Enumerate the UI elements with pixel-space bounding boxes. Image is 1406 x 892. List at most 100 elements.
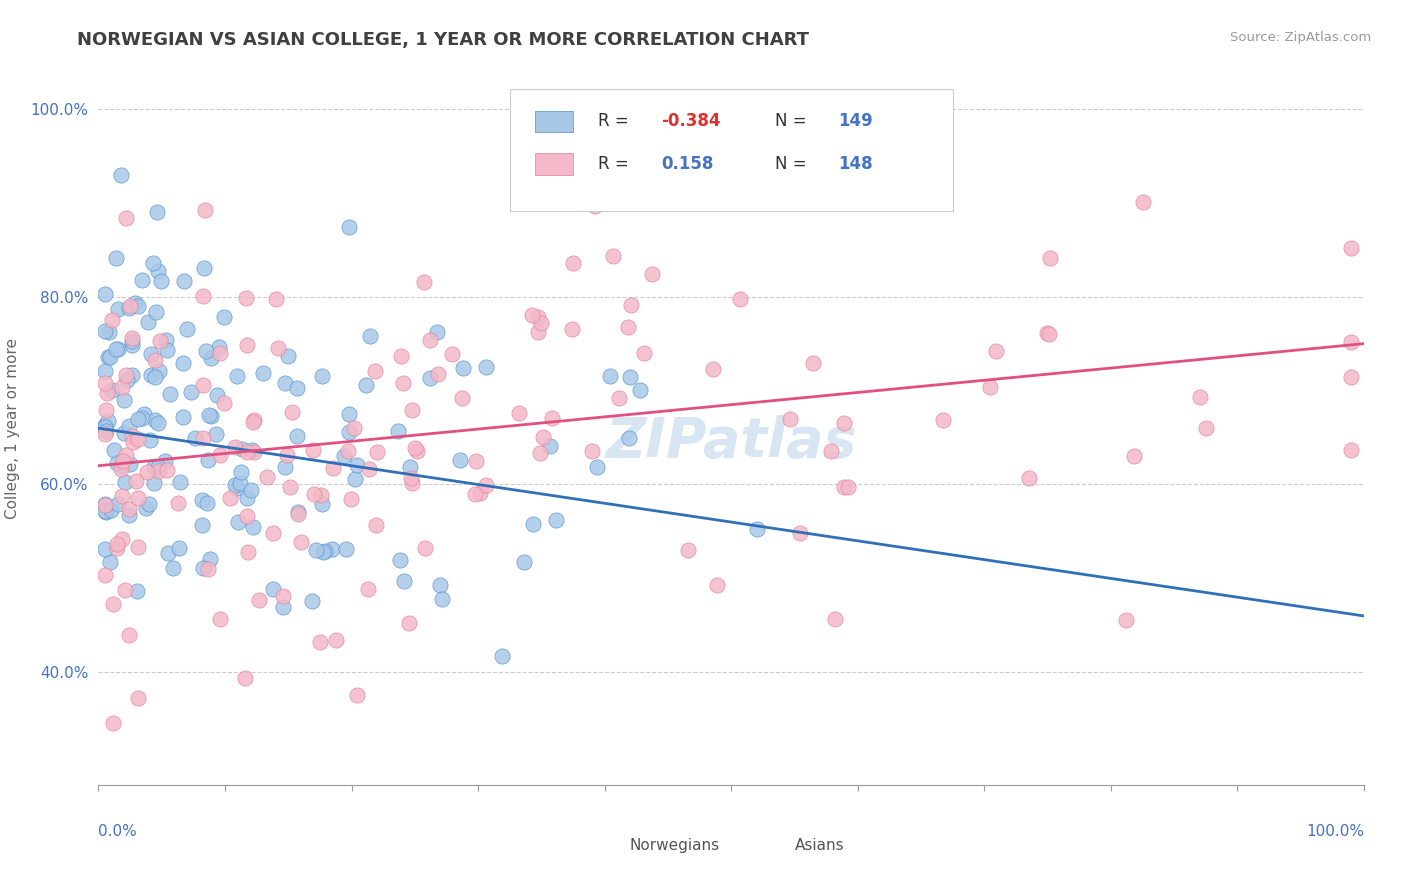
Point [346, 688, 368, 702]
Point [118, 502, 141, 516]
Point [138, 497, 160, 511]
Point [520, 308, 543, 322]
Point [231, 465, 253, 479]
Point [195, 496, 218, 510]
Point [205, 388, 228, 402]
Point [184, 431, 207, 445]
Point [197, 452, 219, 467]
Point [191, 289, 214, 303]
Point [107, 342, 129, 356]
Point [224, 440, 246, 454]
Point [599, 369, 621, 384]
Point [139, 347, 162, 361]
Point [464, 453, 486, 467]
Point [149, 275, 172, 289]
Y-axis label: College, 1 year or more: College, 1 year or more [4, 338, 20, 518]
Point [730, 292, 752, 306]
Point [93, 426, 117, 441]
Point [1340, 241, 1362, 255]
Point [526, 310, 548, 325]
Point [115, 211, 138, 225]
Point [105, 541, 128, 556]
Point [191, 378, 214, 392]
Point [98, 350, 121, 364]
Point [148, 464, 170, 478]
Point [617, 319, 640, 334]
Point [115, 373, 138, 387]
Point [287, 507, 309, 521]
Point [343, 421, 366, 435]
Text: Norwegians: Norwegians [630, 838, 720, 853]
Point [527, 325, 550, 339]
Point [236, 337, 259, 351]
Text: N =: N = [776, 112, 813, 130]
Point [115, 448, 138, 462]
Point [127, 491, 149, 505]
Point [236, 444, 259, 458]
Point [138, 315, 160, 329]
Point [143, 370, 166, 384]
Point [256, 470, 278, 484]
Point [325, 633, 347, 648]
Point [389, 553, 412, 567]
Point [1039, 251, 1062, 265]
Point [191, 493, 214, 508]
Point [231, 442, 253, 456]
Point [1340, 370, 1362, 384]
Point [207, 341, 229, 355]
Point [212, 310, 235, 324]
Point [226, 481, 249, 495]
Point [172, 356, 194, 370]
Point [337, 219, 360, 234]
Point [387, 424, 409, 438]
Point [195, 344, 218, 359]
Point [111, 489, 134, 503]
Point [110, 462, 132, 476]
Point [124, 295, 146, 310]
Point [200, 409, 222, 424]
Point [167, 541, 190, 556]
Point [278, 480, 301, 494]
Point [235, 291, 257, 305]
Point [581, 444, 603, 458]
Point [277, 349, 299, 363]
Point [94, 402, 117, 417]
Point [139, 368, 162, 382]
Point [262, 525, 284, 540]
Point [538, 439, 561, 453]
Point [155, 333, 177, 347]
Point [105, 456, 128, 470]
Point [191, 518, 214, 533]
Text: Source: ZipAtlas.com: Source: ZipAtlas.com [1230, 31, 1371, 45]
Point [427, 367, 450, 381]
FancyBboxPatch shape [592, 837, 623, 855]
Point [1115, 613, 1137, 627]
Point [193, 261, 215, 276]
Point [312, 545, 335, 559]
Point [104, 342, 127, 356]
Point [1195, 421, 1218, 435]
Point [287, 505, 309, 519]
Point [522, 517, 544, 532]
Point [94, 503, 117, 517]
Point [585, 459, 607, 474]
Point [274, 460, 297, 475]
Point [167, 496, 190, 510]
Point [121, 338, 143, 352]
Text: 149: 149 [838, 112, 873, 130]
Point [93, 542, 117, 557]
Point [121, 434, 143, 449]
Point [118, 418, 141, 433]
Point [399, 471, 422, 485]
Point [366, 517, 388, 532]
Point [114, 582, 136, 597]
Point [247, 593, 270, 607]
Point [239, 483, 262, 497]
Point [142, 459, 165, 474]
Point [149, 334, 172, 348]
Point [97, 414, 120, 428]
Point [429, 578, 451, 592]
Text: N =: N = [776, 155, 813, 173]
Point [311, 369, 333, 384]
Point [105, 251, 128, 265]
